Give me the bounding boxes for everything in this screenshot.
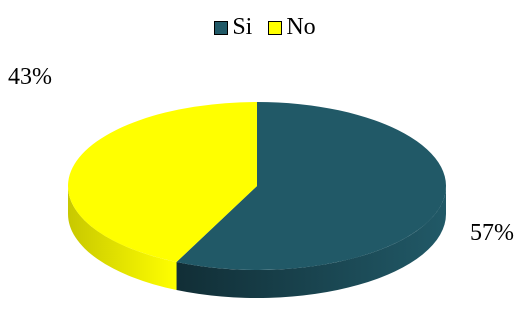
legend: Si No [0, 14, 530, 41]
data-label-si: 57% [470, 220, 514, 247]
legend-swatch-no [268, 21, 282, 35]
legend-item-si: Si [214, 14, 252, 41]
legend-label-no: No [286, 14, 315, 41]
legend-label-si: Si [232, 14, 252, 41]
data-label-no: 43% [8, 64, 52, 91]
legend-swatch-si [214, 21, 228, 35]
legend-item-no: No [268, 14, 315, 41]
